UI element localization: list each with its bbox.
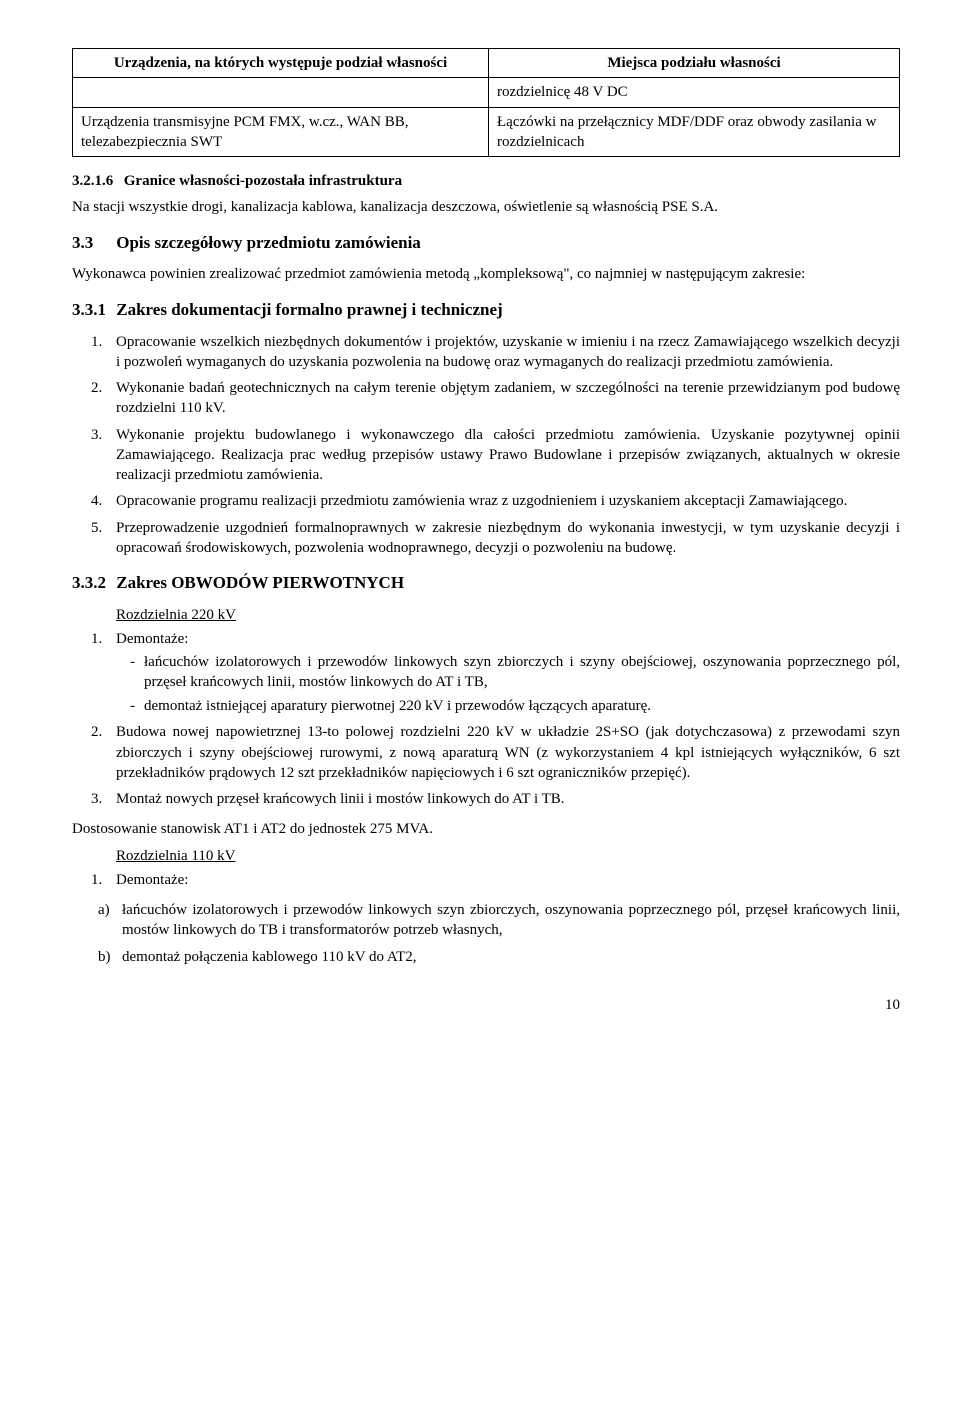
dash-list: - łańcuchów izolatorowych i przewodów li… [130,652,900,717]
heading-title: Opis szczegółowy przedmiotu zamówienia [116,233,421,252]
list-item: Wykonanie projektu budowlanego i wykonaw… [106,425,900,486]
list-331: Opracowanie wszelkich niezbędnych dokume… [72,332,900,559]
heading-332: 3.3.2 Zakres OBWODÓW PIERWOTNYCH [72,572,900,595]
table-cell: Urządzenia transmisyjne PCM FMX, w.cz., … [73,107,489,157]
heading-number: 3.3.2 [72,572,112,595]
letter-list: a) łańcuchów izolatorowych i przewodów l… [98,900,900,967]
dash-marker: - [130,652,144,693]
list-item: Opracowanie wszelkich niezbędnych dokume… [106,332,900,373]
heading-331: 3.3.1 Zakres dokumentacji formalno prawn… [72,299,900,322]
letter-item: b) demontaż połączenia kablowego 110 kV … [98,947,900,967]
heading-number: 3.3 [72,232,112,255]
letter-text: łańcuchów izolatorowych i przewodów link… [122,900,900,941]
dash-marker: - [130,696,144,716]
letter-label: a) [98,900,122,941]
paragraph: Wykonawca powinien zrealizować przedmiot… [72,264,900,284]
heading-33: 3.3 Opis szczegółowy przedmiotu zamówien… [72,232,900,255]
dash-item: - łańcuchów izolatorowych i przewodów li… [130,652,900,693]
page-number: 10 [72,995,900,1015]
table-cell [73,78,489,107]
table-head-left: Urządzenia, na których występuje podział… [73,49,489,78]
table-head-right: Miejsca podziału własności [489,49,900,78]
subheading-110kv: Rozdzielnia 110 kV [116,846,900,866]
list-item-text: Demontaże: [116,872,188,888]
subheading-220kv: Rozdzielnia 220 kV [116,605,900,625]
paragraph: Dostosowanie stanowisk AT1 i AT2 do jedn… [72,819,900,839]
table-row: Urządzenia transmisyjne PCM FMX, w.cz., … [73,107,900,157]
heading-number: 3.2.1.6 [72,171,120,191]
paragraph: Na stacji wszystkie drogi, kanalizacja k… [72,197,900,217]
letter-label: b) [98,947,122,967]
letter-text: demontaż połączenia kablowego 110 kV do … [122,947,417,967]
heading-title: Granice własności-pozostała infrastruktu… [124,173,402,189]
heading-3216: 3.2.1.6 Granice własności-pozostała infr… [72,171,900,191]
list-item: Budowa nowej napowietrznej 13-to polowej… [106,722,900,783]
ownership-table: Urządzenia, na których występuje podział… [72,48,900,157]
heading-number: 3.3.1 [72,299,112,322]
list-332-110: Demontaże: [72,870,900,890]
list-item: Montaż nowych przęseł krańcowych linii i… [106,789,900,809]
heading-title: Zakres OBWODÓW PIERWOTNYCH [116,573,404,592]
list-item: Wykonanie badań geotechnicznych na całym… [106,378,900,419]
list-item: Opracowanie programu realizacji przedmio… [106,491,900,511]
table-cell: Łączówki na przełącznicy MDF/DDF oraz ob… [489,107,900,157]
list-332-220: Demontaże: - łańcuchów izolatorowych i p… [72,629,900,809]
dash-text: łańcuchów izolatorowych i przewodów link… [144,652,900,693]
dash-item: - demontaż istniejącej aparatury pierwot… [130,696,900,716]
heading-title: Zakres dokumentacji formalno prawnej i t… [116,300,502,319]
list-item: Przeprowadzenie uzgodnień formalnoprawny… [106,518,900,559]
letter-item: a) łańcuchów izolatorowych i przewodów l… [98,900,900,941]
list-item: Demontaże: - łańcuchów izolatorowych i p… [106,629,900,716]
list-item: Demontaże: [106,870,900,890]
list-item-text: Demontaże: [116,631,188,647]
table-row: rozdzielnicę 48 V DC [73,78,900,107]
dash-text: demontaż istniejącej aparatury pierwotne… [144,696,651,716]
table-cell: rozdzielnicę 48 V DC [489,78,900,107]
